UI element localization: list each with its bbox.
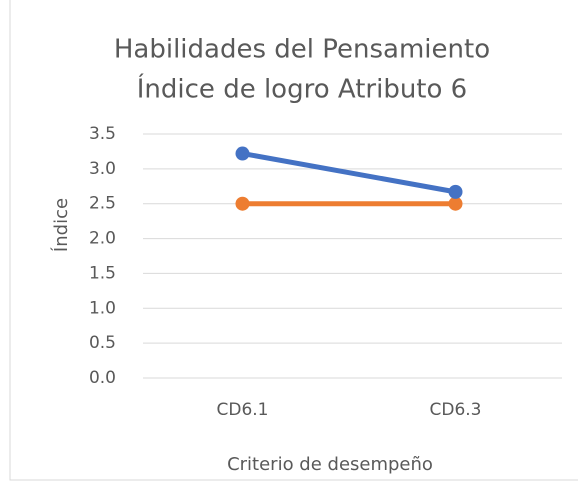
data-point [448,184,463,199]
y-tick-label: 0.0 [89,368,116,388]
chart-border [9,0,578,481]
x-tick-label: CD6.1 [217,400,269,420]
y-tick-label: 2.0 [89,229,116,249]
chart-title: Índice de logro Atributo 6 [137,73,467,105]
data-point [235,196,250,211]
x-axis-label: Criterio de desempeño [227,454,433,475]
y-tick-label: 1.0 [89,298,116,318]
chart-title: Habilidades del Pensamiento [114,35,490,65]
y-axis-label: Índice [50,198,72,252]
data-point [235,146,250,161]
series-line [240,151,458,195]
x-tick-label: CD6.3 [430,400,482,420]
data-point [448,196,463,211]
y-tick-label: 3.0 [89,159,116,179]
y-tick-label: 2.5 [89,194,116,214]
y-tick-label: 0.5 [89,333,116,353]
y-tick-label: 3.5 [89,124,116,144]
y-tick-label: 1.5 [89,263,116,283]
